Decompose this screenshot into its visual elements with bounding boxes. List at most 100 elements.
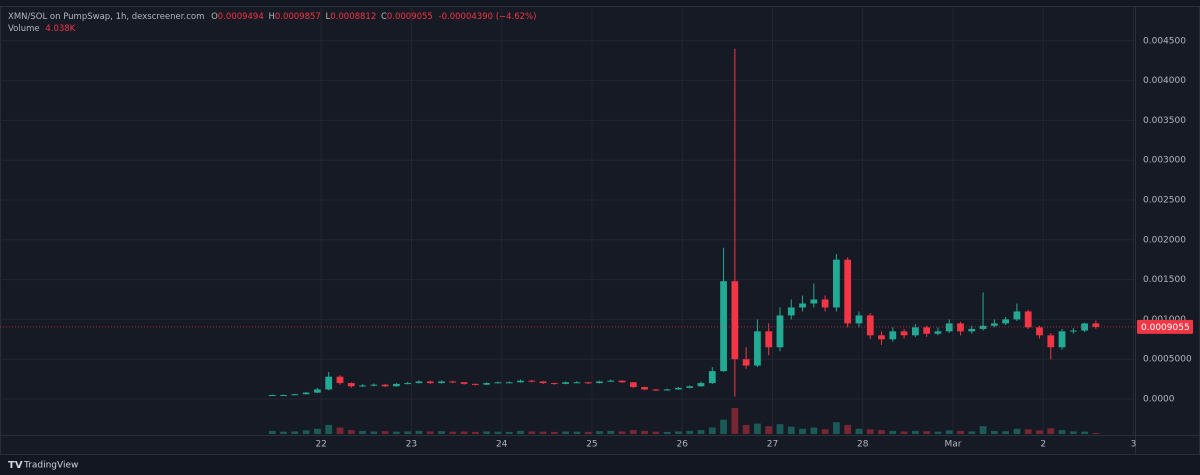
volume-bar bbox=[844, 424, 852, 434]
ohlc-value: 0.0009055 bbox=[387, 12, 433, 22]
volume-bar bbox=[787, 426, 795, 434]
candle-body bbox=[990, 323, 998, 326]
volume-bar bbox=[460, 431, 468, 434]
volume-bar bbox=[438, 431, 445, 434]
volume-bar bbox=[370, 431, 378, 434]
volume-bar bbox=[325, 424, 333, 434]
x-tick-label: 22 bbox=[315, 440, 326, 450]
chart-frame bbox=[0, 6, 1200, 455]
candle-body bbox=[370, 384, 378, 386]
candle-body bbox=[652, 389, 660, 391]
volume-value: 4.038K bbox=[45, 24, 75, 34]
candle-body bbox=[731, 281, 739, 360]
candle-body bbox=[268, 395, 276, 397]
volume-bar bbox=[1024, 429, 1032, 434]
chart-title: XMN/SOL on PumpSwap, 1h, dexscreener.com bbox=[8, 12, 204, 22]
volume-bar bbox=[607, 430, 615, 434]
y-tick-label: 0.002500 bbox=[1143, 196, 1186, 206]
candle-body bbox=[799, 303, 806, 308]
candle-body bbox=[629, 382, 637, 388]
volume-bar bbox=[731, 408, 739, 434]
volume-bar bbox=[618, 431, 626, 434]
candle-body bbox=[945, 323, 953, 332]
volume-bar bbox=[1058, 430, 1066, 434]
volume-bar bbox=[426, 431, 434, 434]
volume-bar bbox=[957, 430, 964, 434]
x-tick-label: 26 bbox=[676, 440, 688, 450]
volume-bar bbox=[517, 430, 524, 434]
x-tick-label: 28 bbox=[857, 440, 869, 450]
volume-bar bbox=[483, 431, 491, 434]
candle-body bbox=[844, 259, 852, 324]
candle-body bbox=[291, 394, 299, 396]
volume-bar bbox=[742, 424, 750, 434]
last-price-badge bbox=[1137, 319, 1193, 334]
y-tick-label: 0.003000 bbox=[1143, 156, 1186, 166]
volume-bar bbox=[765, 426, 773, 434]
candle-body bbox=[855, 315, 863, 324]
volume-bar bbox=[314, 428, 321, 434]
candle-body bbox=[584, 382, 592, 384]
volume-bar bbox=[833, 422, 840, 434]
volume-bar bbox=[381, 431, 389, 434]
axes: 0.0000 0.0005000 0.001000 0.001500 0.002000 0… bbox=[315, 36, 1193, 450]
y-tick-label: 0.001500 bbox=[1143, 275, 1186, 285]
candle-body bbox=[1069, 330, 1077, 332]
candle-body bbox=[393, 383, 400, 387]
x-tick-label: 2 bbox=[1040, 440, 1046, 450]
volume-bar bbox=[979, 426, 987, 434]
candle-body bbox=[618, 380, 626, 383]
candle-body bbox=[1058, 331, 1066, 348]
volume-bar bbox=[697, 430, 705, 434]
candle-body bbox=[742, 359, 750, 366]
candle-body bbox=[1092, 323, 1100, 327]
ohlc-value: 0.0009857 bbox=[275, 12, 321, 22]
y-tick-label: 0.004000 bbox=[1143, 76, 1186, 86]
volume-bar bbox=[720, 419, 727, 434]
volume-legend: Volume 4.038K bbox=[8, 24, 76, 34]
y-tick-label: 0.001000 bbox=[1143, 315, 1186, 325]
candle-body bbox=[359, 385, 366, 387]
volume-bar bbox=[1092, 432, 1100, 434]
candle-body bbox=[404, 383, 412, 385]
volume-bar bbox=[855, 428, 863, 434]
x-tick-label: 23 bbox=[406, 440, 417, 450]
ohlc-label: L bbox=[326, 12, 331, 22]
candle-body bbox=[979, 325, 987, 329]
volume-bar bbox=[934, 431, 942, 434]
y-tick-label: 0.002000 bbox=[1143, 235, 1186, 245]
candle-body bbox=[697, 383, 705, 387]
candle-body bbox=[900, 331, 908, 336]
candle-body bbox=[607, 380, 615, 382]
candle-body bbox=[1036, 327, 1043, 336]
candle-body bbox=[720, 281, 727, 372]
grid bbox=[0, 8, 1135, 435]
candle-body bbox=[302, 392, 310, 395]
y-tick-label: 0.0000 bbox=[1143, 395, 1175, 405]
volume-bar bbox=[866, 429, 874, 434]
x-tick-label: 24 bbox=[496, 440, 508, 450]
volume-bar bbox=[889, 430, 897, 434]
volume-bar bbox=[415, 430, 423, 434]
candle-body bbox=[1047, 335, 1055, 348]
candle-body bbox=[494, 382, 502, 384]
volume-bar bbox=[268, 430, 276, 434]
volume-bar bbox=[1047, 428, 1055, 434]
candle-body bbox=[776, 315, 784, 348]
volume-bar bbox=[562, 431, 570, 434]
volume-bar bbox=[911, 430, 919, 434]
volume-bar bbox=[923, 431, 931, 434]
candle-body bbox=[483, 383, 491, 385]
ohlc-label: C bbox=[381, 12, 387, 22]
candle-body bbox=[911, 327, 919, 336]
volume-bar bbox=[810, 427, 818, 434]
legend-header: XMN/SOL on PumpSwap, 1h, dexscreener.com… bbox=[8, 12, 536, 22]
volume-bar bbox=[1069, 431, 1077, 434]
volume-bar bbox=[1036, 430, 1043, 434]
volume-bar bbox=[878, 430, 885, 434]
candle-body bbox=[765, 331, 773, 348]
volume-pane bbox=[268, 408, 1100, 434]
candle-body bbox=[833, 259, 840, 308]
candle-body bbox=[889, 331, 897, 340]
volume-bar bbox=[528, 431, 536, 434]
